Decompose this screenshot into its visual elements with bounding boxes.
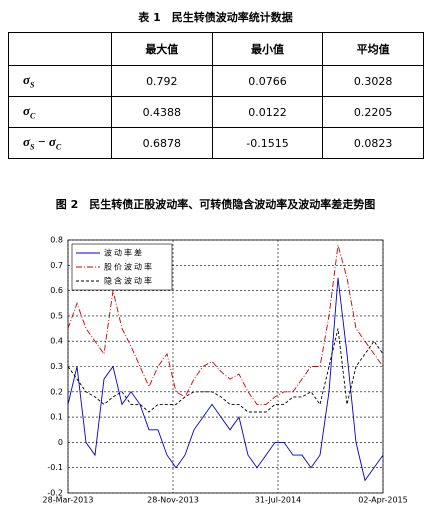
sym: σ [48, 134, 56, 150]
y-tick-label: 0 [58, 438, 63, 447]
corner [8, 32, 112, 66]
y-tick-label: 0.2 [50, 387, 63, 396]
header-row: 最大值 最小值 平均值 [8, 32, 424, 66]
series-line [67, 328, 384, 413]
series-line [67, 244, 384, 405]
row: σS 0.792 0.0766 0.3028 [8, 65, 424, 97]
cell: 0.0766 [211, 65, 324, 97]
cell: 0.3028 [322, 65, 424, 97]
row-label: σS − σC [8, 127, 112, 159]
x-tick-label: 28-Nov-2013 [147, 496, 199, 505]
legend-label: 隐含波动率 [104, 276, 154, 286]
y-tick-label: 0.6 [50, 286, 63, 295]
y-tick-label: 0.1 [50, 413, 63, 422]
sym: σ [23, 72, 31, 88]
sub: S [30, 80, 35, 90]
legend-label: 股价波动率 [104, 262, 154, 272]
figure-title: 图 2 民生转债正股波动率、可转债隐含波动率及波动率差走势图 [55, 198, 376, 211]
row: σC 0.4388 0.0122 0.2205 [8, 96, 424, 128]
col-header: 平均值 [322, 32, 424, 66]
y-tick-label: -0.1 [47, 463, 63, 472]
y-tick-label: 0.3 [50, 362, 63, 371]
op: − [37, 134, 46, 150]
sub: S [30, 142, 35, 152]
x-tick-label: 31-Jul-2014 [255, 496, 301, 505]
col-header: 最大值 [111, 32, 213, 66]
y-tick-label: 0.5 [50, 311, 63, 320]
sub: C [30, 111, 36, 121]
sym: σ [23, 134, 31, 150]
x-tick-label: 28-Mar-2013 [43, 496, 94, 505]
y-tick-label: 0.8 [50, 236, 63, 245]
y-tick-label: -0.2 [47, 489, 63, 498]
x-tick-label: 02-Apr-2015 [358, 496, 407, 505]
sym: σ [23, 103, 31, 119]
sub: C [55, 142, 62, 152]
cell: 0.0122 [211, 96, 324, 128]
cell: 0.6878 [111, 127, 213, 159]
cell: 0.792 [111, 65, 213, 97]
legend-label: 波动率差 [104, 248, 144, 258]
y-tick-label: 0.4 [50, 337, 63, 346]
cell: 0.0823 [322, 127, 424, 159]
stats-table: 最大值 最小值 平均值 σS 0.792 0.0766 0.3028 σC 0.… [8, 32, 424, 159]
row: σS − σC 0.6878 -0.1515 0.0823 [8, 127, 424, 159]
y-tick-label: 0.7 [50, 261, 63, 270]
cell: 0.4388 [111, 96, 213, 128]
table-title: 表 1 民生转债波动率统计数据 [138, 11, 293, 24]
row-label: σS [8, 65, 112, 97]
cell: -0.1515 [211, 127, 324, 159]
series-line [67, 277, 384, 482]
